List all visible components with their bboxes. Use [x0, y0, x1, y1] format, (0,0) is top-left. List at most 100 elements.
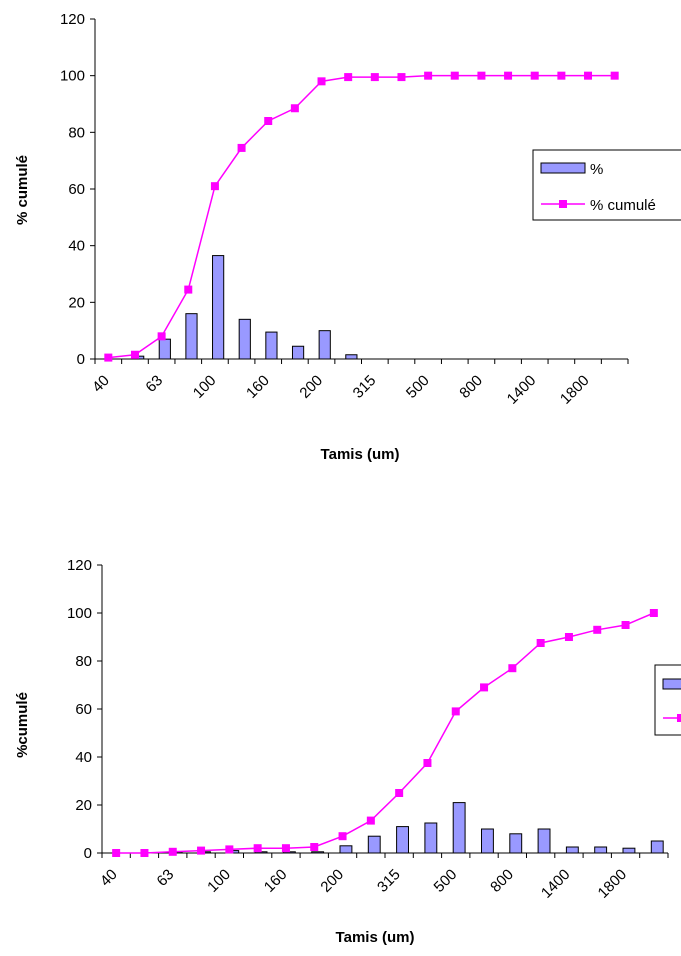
x-tick-label: 315 [374, 866, 404, 896]
line-marker [584, 71, 593, 80]
line-marker [593, 625, 602, 634]
bar [158, 338, 171, 360]
x-tick-label: 40 [89, 372, 113, 396]
bar [291, 345, 305, 360]
y-tick-label: 0 [77, 351, 85, 368]
line-marker [184, 285, 193, 294]
bar [396, 826, 409, 854]
x-tick-label: 200 [296, 372, 326, 402]
bar [537, 828, 551, 854]
line-marker [424, 71, 433, 80]
bar [345, 354, 358, 360]
x-tick-label: 63 [142, 372, 166, 396]
bar [185, 313, 198, 360]
y-tick-label: 80 [75, 653, 92, 670]
line-marker [536, 639, 545, 647]
bar [509, 833, 523, 854]
y-axis-title: %cumulé [14, 692, 31, 758]
line-marker [557, 71, 566, 80]
line-marker [157, 332, 166, 341]
bar [565, 846, 579, 854]
line-marker [104, 353, 113, 362]
bar [481, 828, 494, 854]
x-tick-label: 100 [190, 372, 220, 402]
chart-bottom: 0 20 40 60 80 100 120 40 63 100 160 200 315 500 800 14… [14, 557, 681, 946]
legend-bar-label: % [590, 161, 603, 178]
x-axis: 40 63 100 160 200 315 500 800 1400 1800 [89, 358, 629, 408]
x-tick-label: 800 [456, 372, 486, 402]
y-tick-label: 0 [84, 845, 92, 862]
y-tick-label: 120 [60, 11, 85, 28]
x-tick-label: 100 [204, 866, 234, 896]
bar [318, 330, 331, 360]
line-marker [397, 73, 406, 82]
legend: % % cumulé [532, 149, 681, 221]
bar [339, 845, 353, 854]
line-marker [210, 182, 219, 191]
line-marker [621, 621, 630, 629]
y-tick-label: 120 [67, 557, 92, 574]
legend-line-marker [677, 714, 681, 722]
line-marker [423, 759, 432, 767]
bars [169, 802, 664, 854]
line-marker [168, 847, 177, 856]
bar [238, 318, 251, 360]
bar [424, 822, 438, 854]
line-marker [480, 683, 489, 692]
x-tick-label: 160 [261, 866, 291, 896]
y-tick-label: 60 [68, 181, 85, 198]
x-tick-label: 1400 [504, 372, 540, 408]
x-tick-label: 200 [317, 866, 347, 896]
y-tick-label: 100 [60, 68, 85, 85]
line-marker [344, 73, 353, 82]
cumulative-line-path [108, 74, 615, 359]
legend [654, 664, 681, 736]
line-marker [130, 350, 139, 359]
bar [367, 835, 381, 854]
line-marker [253, 844, 262, 853]
y-tick-label: 20 [75, 797, 92, 814]
x-tick-label: 1800 [557, 372, 593, 408]
line-marker [112, 849, 121, 857]
y-axis: 0 20 40 60 80 100 120 [60, 11, 96, 368]
y-tick-label: 60 [75, 701, 92, 718]
bar [622, 847, 636, 854]
line-marker [366, 816, 375, 825]
line-marker [237, 143, 246, 152]
x-tick-label: 40 [97, 866, 121, 890]
line-marker [395, 789, 404, 797]
line-marker [281, 844, 290, 853]
cumulative-line [112, 609, 658, 857]
legend-line-marker [559, 200, 567, 208]
bar [265, 331, 278, 360]
line-marker [264, 117, 273, 125]
x-tick-label: 63 [154, 866, 178, 890]
line-marker [530, 71, 539, 80]
legend-bar-swatch [540, 162, 586, 174]
x-tick-label: 500 [403, 372, 433, 402]
line-marker [370, 73, 379, 82]
bars [132, 255, 358, 360]
legend-box [532, 149, 681, 221]
y-tick-label: 40 [68, 238, 85, 255]
line-marker [338, 832, 347, 841]
x-axis-title: Tamis (um) [321, 446, 400, 463]
x-tick-label: 500 [431, 866, 461, 896]
line-marker [508, 664, 517, 673]
y-tick-label: 20 [68, 294, 85, 311]
x-tick-label: 315 [350, 372, 380, 402]
x-axis-title: Tamis (um) [336, 929, 415, 946]
cumulative-line [104, 71, 619, 362]
cumulative-line-path [116, 612, 655, 854]
legend-line-label: % cumulé [590, 197, 656, 214]
line-marker [451, 707, 460, 716]
y-tick-label: 40 [75, 749, 92, 766]
legend-box [654, 664, 681, 736]
line-marker [610, 71, 619, 80]
legend-bar-swatch [662, 678, 681, 690]
line-marker [477, 71, 486, 80]
line-marker [310, 843, 319, 851]
bar [650, 840, 664, 854]
line-marker [450, 71, 459, 80]
y-tick-label: 80 [68, 124, 85, 141]
